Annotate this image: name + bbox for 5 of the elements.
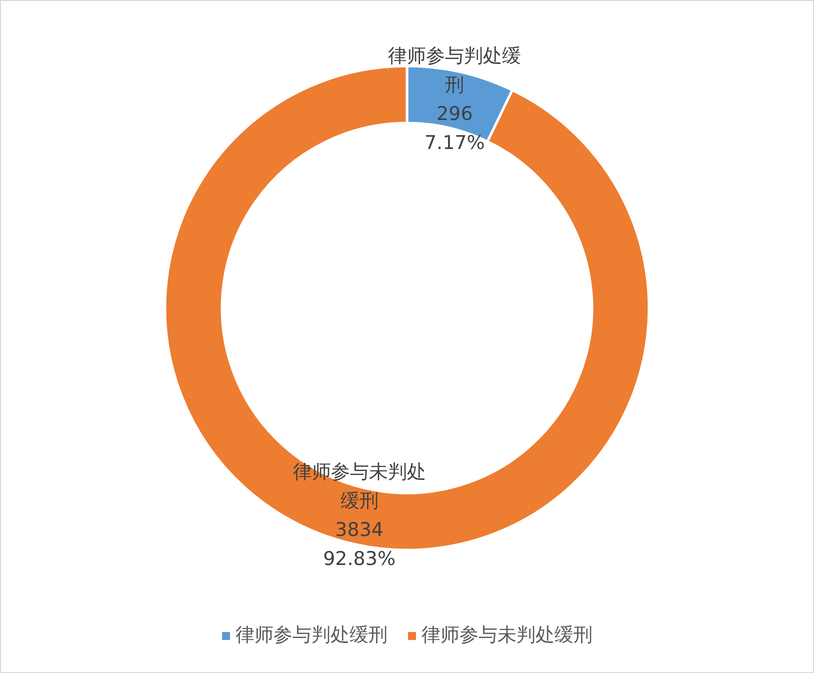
- legend-label: 律师参与未判处缓刑: [422, 624, 592, 646]
- data-label: 296 7.17%: [423, 102, 486, 156]
- slice-label: 律师参与判处缓刑: [387, 44, 522, 98]
- data-label: 3834 92.83%: [322, 518, 397, 572]
- legend-label: 律师参与判处缓刑: [236, 624, 388, 646]
